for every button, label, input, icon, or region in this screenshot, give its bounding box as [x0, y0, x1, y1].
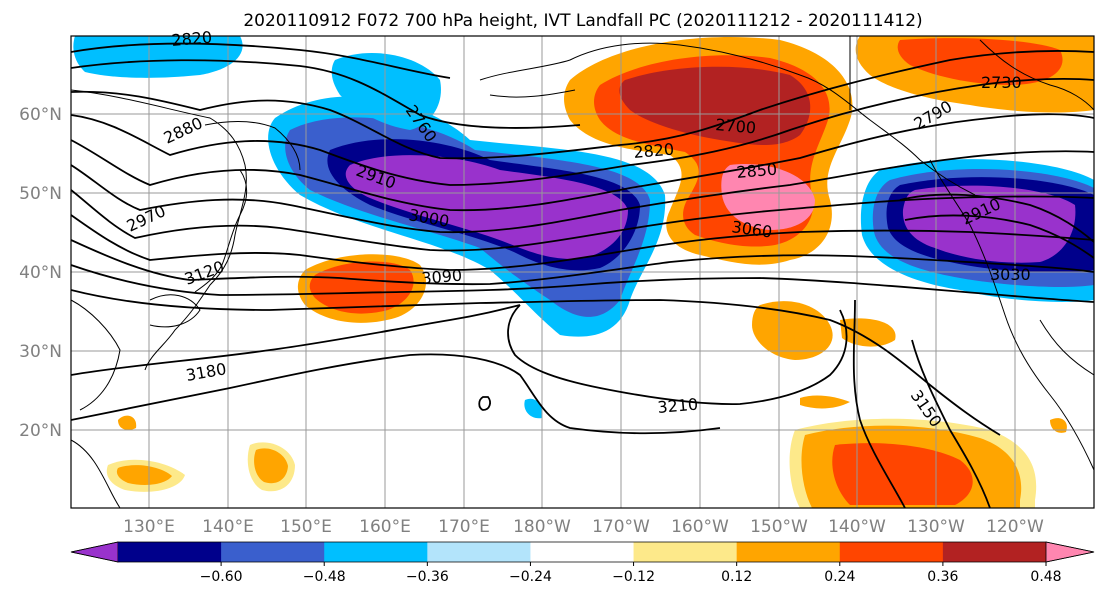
colorbar-bin	[118, 542, 222, 562]
positive-anomaly-tropics	[106, 301, 1067, 508]
colorbar-tick-label: 0.36	[927, 569, 958, 585]
colorbar-tick-label: −0.60	[200, 569, 243, 585]
lat-label: 20°N	[19, 421, 62, 441]
lat-label: 30°N	[19, 342, 62, 362]
colorbar-extend-high	[1045, 541, 1095, 563]
contour-label: 3090	[421, 266, 463, 288]
contour-label: 2850	[736, 160, 778, 182]
colorbar-bin	[530, 542, 635, 562]
lat-label: 40°N	[19, 263, 62, 283]
colorbar-tick-label: 0.48	[1030, 569, 1061, 585]
lon-label: 170°E	[438, 517, 490, 537]
contour-label: 2700	[715, 115, 757, 137]
longitude-labels: 130°E 140°E 150°E 160°E 170°E 180°W 170°…	[123, 517, 1044, 537]
colorbar-tick-label: −0.12	[612, 569, 655, 585]
colorbar-tick-label: −0.48	[303, 569, 346, 585]
colorbar-bin	[942, 542, 1047, 562]
lon-label: 130°W	[907, 517, 965, 537]
lon-label: 170°W	[592, 517, 650, 537]
height-contours	[71, 42, 1094, 508]
colorbar-bin	[839, 542, 944, 562]
colorbar-tick-label: −0.36	[406, 569, 449, 585]
lon-label: 140°W	[828, 517, 886, 537]
lon-label: 120°W	[986, 517, 1044, 537]
colorbar: −0.60 −0.48 −0.36 −0.24 −0.12 0.12 0.24 0.36 0.4…	[70, 541, 1095, 585]
lat-label: 50°N	[19, 184, 62, 204]
lon-label: 140°E	[202, 517, 254, 537]
lon-label: 180°W	[513, 517, 571, 537]
lat-label: 60°N	[19, 105, 62, 125]
lon-label: 130°E	[123, 517, 175, 537]
lon-label: 150°W	[750, 517, 808, 537]
lon-label: 160°W	[671, 517, 729, 537]
contour-label: 2820	[171, 28, 213, 50]
colorbar-bin	[324, 542, 428, 562]
map-title: 2020110912 F072 700 hPa height, IVT Land…	[243, 11, 922, 31]
negative-anomaly-east	[860, 159, 1094, 302]
coastlines	[71, 36, 1094, 508]
colorbar-outline	[70, 541, 1095, 563]
colorbar-bin	[427, 542, 531, 562]
contour-label: 2730	[981, 73, 1022, 92]
lon-label: 150°E	[280, 517, 332, 537]
contour-label: 3210	[657, 395, 699, 417]
colorbar-extend-low	[70, 541, 119, 563]
map-panel: 2820 2880 2760 2910 2970 3000 3120 3090 …	[70, 28, 1095, 509]
colorbar-tick-label: −0.24	[509, 569, 552, 585]
colorbar-tick-label: 0.24	[824, 569, 855, 585]
colorbar-tick-label: 0.12	[721, 569, 752, 585]
colorbar-bin	[221, 542, 325, 562]
colorbar-bin	[633, 542, 738, 562]
colorbar-bin	[736, 542, 841, 562]
contour-label: 3030	[990, 265, 1031, 284]
contour-label: 2820	[633, 140, 675, 162]
gridlines	[71, 36, 1094, 508]
latitude-labels: 60°N 50°N 40°N 30°N 20°N	[19, 105, 62, 441]
lon-label: 160°E	[359, 517, 411, 537]
